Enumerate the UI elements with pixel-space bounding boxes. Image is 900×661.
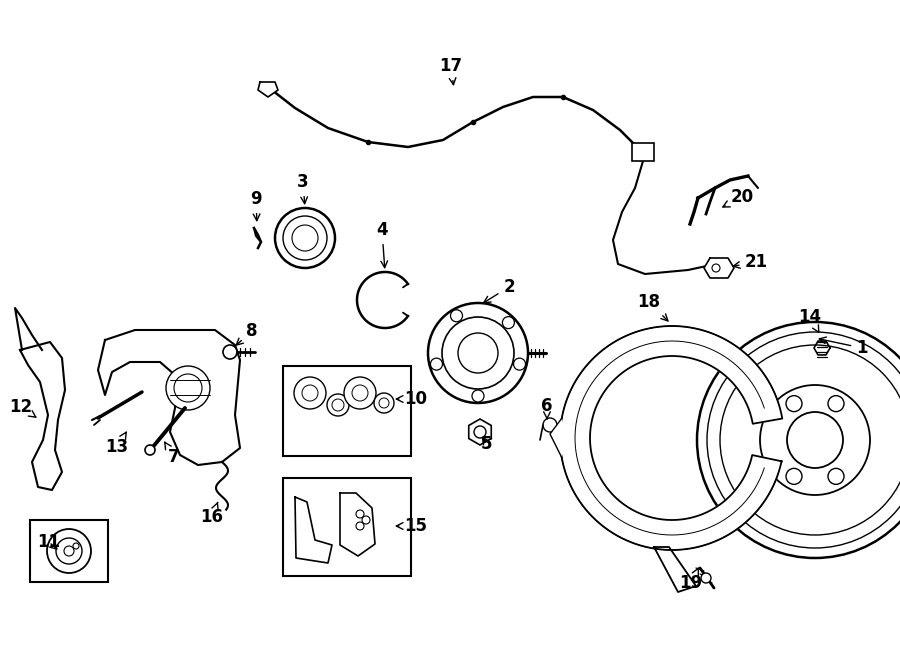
Circle shape bbox=[56, 538, 82, 564]
Circle shape bbox=[701, 573, 711, 583]
Bar bbox=[283, 478, 411, 576]
Circle shape bbox=[697, 322, 900, 558]
Circle shape bbox=[379, 398, 389, 408]
Circle shape bbox=[174, 374, 202, 402]
Circle shape bbox=[166, 366, 210, 410]
Circle shape bbox=[223, 345, 237, 359]
Text: 1: 1 bbox=[819, 337, 868, 357]
Text: 4: 4 bbox=[376, 221, 388, 268]
Text: 6: 6 bbox=[541, 397, 553, 418]
Text: 18: 18 bbox=[637, 293, 668, 321]
Circle shape bbox=[428, 303, 528, 403]
Circle shape bbox=[292, 225, 318, 251]
Circle shape bbox=[283, 216, 327, 260]
Polygon shape bbox=[469, 419, 491, 445]
Circle shape bbox=[502, 317, 515, 329]
Text: 12: 12 bbox=[9, 398, 36, 417]
Circle shape bbox=[786, 469, 802, 485]
Circle shape bbox=[707, 332, 900, 548]
Text: 15: 15 bbox=[396, 517, 428, 535]
Bar bbox=[632, 143, 654, 161]
Circle shape bbox=[362, 516, 370, 524]
Circle shape bbox=[451, 310, 463, 322]
Circle shape bbox=[332, 399, 344, 411]
Polygon shape bbox=[295, 497, 332, 563]
Polygon shape bbox=[550, 418, 562, 458]
Circle shape bbox=[828, 469, 844, 485]
Circle shape bbox=[474, 426, 486, 438]
Circle shape bbox=[73, 543, 79, 549]
Circle shape bbox=[327, 394, 349, 416]
Text: 5: 5 bbox=[482, 435, 493, 453]
Circle shape bbox=[356, 522, 364, 530]
Circle shape bbox=[302, 385, 318, 401]
Polygon shape bbox=[704, 258, 734, 278]
Circle shape bbox=[543, 418, 557, 432]
Text: 20: 20 bbox=[723, 188, 753, 207]
Circle shape bbox=[787, 412, 843, 468]
Circle shape bbox=[64, 546, 74, 556]
Circle shape bbox=[786, 396, 802, 412]
Text: 16: 16 bbox=[201, 502, 223, 526]
Text: 19: 19 bbox=[680, 568, 703, 592]
Text: 11: 11 bbox=[38, 533, 60, 551]
Circle shape bbox=[344, 377, 376, 409]
Circle shape bbox=[514, 358, 526, 370]
Circle shape bbox=[47, 529, 91, 573]
Circle shape bbox=[760, 385, 870, 495]
Circle shape bbox=[720, 345, 900, 535]
Polygon shape bbox=[654, 547, 696, 592]
Bar bbox=[283, 366, 411, 456]
Text: 3: 3 bbox=[297, 173, 309, 204]
Circle shape bbox=[294, 377, 326, 409]
Bar bbox=[30, 520, 108, 582]
Circle shape bbox=[352, 385, 368, 401]
Text: 10: 10 bbox=[396, 390, 428, 408]
Text: 9: 9 bbox=[250, 190, 262, 221]
Text: 13: 13 bbox=[105, 432, 129, 456]
Text: 7: 7 bbox=[165, 442, 180, 466]
Polygon shape bbox=[20, 342, 65, 490]
Circle shape bbox=[712, 264, 720, 272]
Circle shape bbox=[472, 390, 484, 402]
Text: 2: 2 bbox=[483, 278, 515, 303]
Text: 21: 21 bbox=[734, 253, 768, 271]
Polygon shape bbox=[15, 308, 42, 350]
Text: 17: 17 bbox=[439, 57, 463, 85]
Text: 14: 14 bbox=[798, 308, 822, 332]
Text: 8: 8 bbox=[236, 322, 257, 345]
Circle shape bbox=[356, 510, 364, 518]
Circle shape bbox=[430, 358, 443, 370]
Polygon shape bbox=[258, 82, 278, 97]
Circle shape bbox=[828, 396, 844, 412]
Polygon shape bbox=[340, 493, 375, 556]
Polygon shape bbox=[98, 330, 240, 465]
Circle shape bbox=[145, 445, 155, 455]
Circle shape bbox=[275, 208, 335, 268]
Circle shape bbox=[374, 393, 394, 413]
Circle shape bbox=[442, 317, 514, 389]
Polygon shape bbox=[560, 326, 782, 550]
Circle shape bbox=[458, 333, 498, 373]
